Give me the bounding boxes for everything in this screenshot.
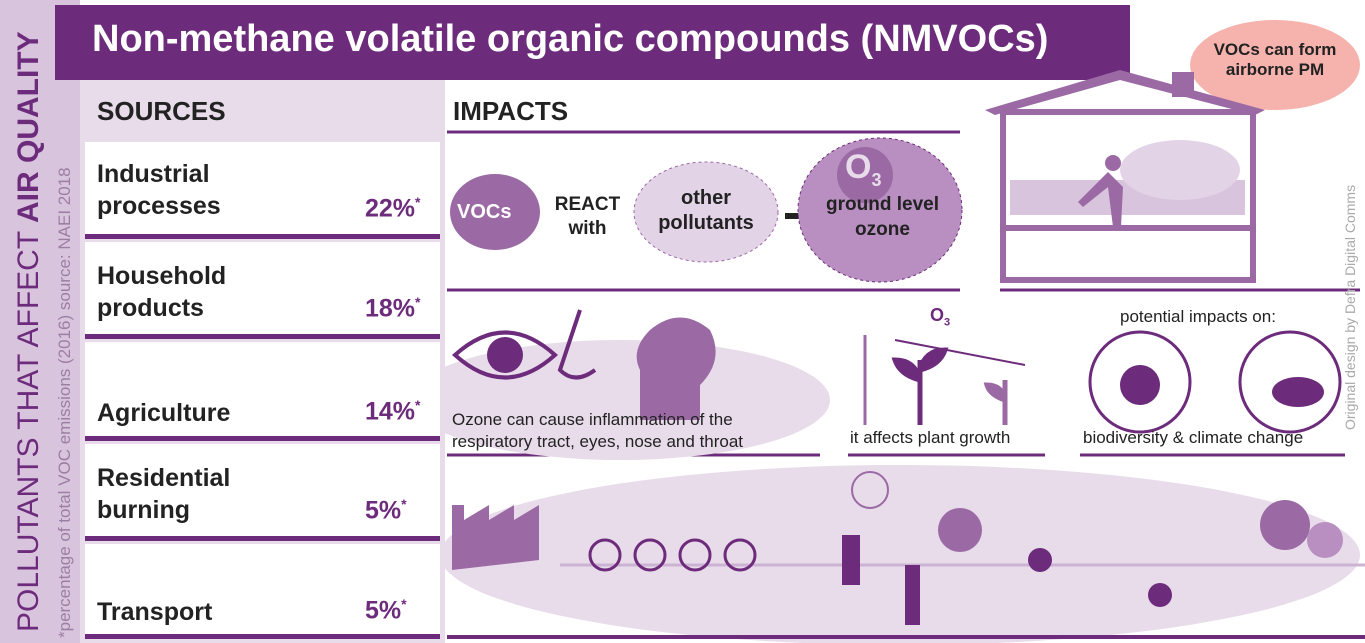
credit: Original design by Defra Digital Comms <box>1342 184 1358 430</box>
share-value: 5% <box>365 596 402 625</box>
health-text: Ozone can cause inflammation of the resp… <box>452 410 744 451</box>
source-share: 18%* <box>365 294 421 323</box>
title: Non-methane volatile organic compounds (… <box>92 18 1049 60</box>
note-marker: * <box>415 294 421 310</box>
share-value: 5% <box>365 496 402 525</box>
source-item: Household products 18%* <box>85 242 440 339</box>
plant-sub: 3 <box>944 316 951 329</box>
note-marker: * <box>401 596 407 612</box>
plant-symbol: O <box>930 305 945 325</box>
footnote: *percentage of total VOC emissions (2016… <box>55 167 74 638</box>
person <box>905 565 920 625</box>
source-share: 22%* <box>365 194 421 223</box>
child <box>1028 548 1052 572</box>
source-name: Household products <box>97 262 227 322</box>
note-marker: * <box>415 397 421 413</box>
share-value: 22% <box>365 194 416 223</box>
share-value: 14% <box>365 397 416 426</box>
react-label: REACT with <box>554 194 621 239</box>
side-label: POLLUTANTS THAT AFFECT AIR QUALITY <box>12 31 46 632</box>
source-name: Agriculture <box>97 399 231 427</box>
voc-cloud <box>1120 140 1240 200</box>
plant-text: it affects plant growth <box>850 428 1011 447</box>
ozone-formula: O3 <box>845 148 881 191</box>
note-marker: * <box>401 496 407 512</box>
nose <box>557 309 597 380</box>
source-name: Industrial processes <box>97 160 221 220</box>
other-pollutants: other pollutants <box>658 187 754 234</box>
floor <box>1003 225 1253 231</box>
house-wall <box>1000 109 1256 283</box>
pupil <box>487 337 523 373</box>
head <box>636 317 716 420</box>
cloud-icon <box>1272 377 1324 407</box>
bio-circle <box>1088 330 1192 434</box>
person <box>842 535 860 585</box>
side-strip <box>0 0 80 643</box>
impacts-heading: IMPACTS <box>453 96 569 126</box>
plant <box>891 347 949 425</box>
roof <box>985 70 1265 115</box>
tree <box>1120 365 1160 405</box>
bicycle <box>678 538 712 572</box>
bicycle <box>723 538 757 572</box>
ozone-sub: 3 <box>871 169 882 190</box>
source-name: Transport <box>97 598 213 626</box>
pm-cloud <box>1190 20 1360 110</box>
source-share: 5%* <box>365 596 407 625</box>
potential-text: potential impacts on: <box>1120 307 1276 326</box>
vocs-label: VOCs <box>457 201 512 223</box>
sources-heading: SOURCES <box>97 96 226 126</box>
source-item: Agriculture 14%* <box>85 342 440 441</box>
side-label-prefix: POLLUTANTS THAT AFFECT <box>12 231 45 632</box>
plant-o3: O3 <box>930 305 950 329</box>
share-value: 18% <box>365 294 416 323</box>
chimney <box>1172 72 1194 97</box>
health-cloud <box>410 340 830 460</box>
factory <box>452 505 539 570</box>
pm-note: VOCs can form airborne PM <box>1213 40 1337 79</box>
ozone-symbol: O <box>845 148 872 186</box>
biodiversity-text: biodiversity & climate change <box>1083 428 1304 447</box>
source-item: Transport 5%* <box>85 544 440 639</box>
bicycle <box>633 538 667 572</box>
o3-arrow <box>894 339 1026 366</box>
side-label-emphasis: AIR QUALITY <box>12 31 45 224</box>
source-item: Residential burning 5%* <box>85 444 440 541</box>
tree <box>1307 522 1343 558</box>
source-name: Residential burning <box>97 464 231 524</box>
person <box>1105 155 1121 171</box>
climate-circle <box>1238 330 1342 434</box>
eye <box>452 330 558 380</box>
child <box>1148 583 1172 607</box>
source-item: Industrial processes 22%* <box>85 142 440 239</box>
bicycle <box>588 538 622 572</box>
vocs-cloud <box>450 174 540 250</box>
title-bar <box>55 5 1130 80</box>
sun <box>851 471 889 509</box>
source-share: 14%* <box>365 397 421 426</box>
ozone-result: ground level ozone <box>826 194 939 240</box>
note-marker: * <box>415 194 421 210</box>
plant <box>983 380 1008 425</box>
ozone-molecule <box>837 147 893 203</box>
scene-cloud <box>440 465 1360 643</box>
source-share: 5%* <box>365 496 407 525</box>
pollutants-cloud <box>633 161 779 263</box>
tree <box>938 508 982 552</box>
tree <box>1260 500 1310 550</box>
person <box>1078 172 1123 227</box>
